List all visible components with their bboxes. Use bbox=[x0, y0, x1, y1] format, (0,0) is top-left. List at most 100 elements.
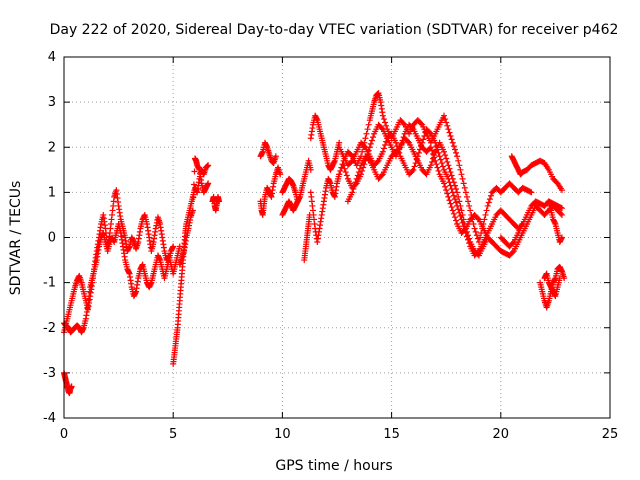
data-point bbox=[455, 193, 462, 200]
data-point bbox=[459, 175, 466, 182]
data-point bbox=[454, 153, 461, 160]
data-point bbox=[446, 197, 453, 204]
data-point bbox=[432, 157, 439, 164]
data-point bbox=[455, 206, 462, 213]
data-point bbox=[450, 143, 457, 150]
data-point bbox=[360, 164, 367, 171]
data-point bbox=[558, 205, 565, 212]
data-point bbox=[382, 119, 389, 126]
data-point bbox=[444, 158, 451, 165]
data-point bbox=[363, 130, 370, 137]
data-point bbox=[447, 169, 454, 176]
data-point bbox=[337, 167, 344, 174]
data-point bbox=[358, 171, 365, 178]
plot-frame bbox=[63, 56, 611, 419]
data-point bbox=[448, 136, 455, 143]
data-point bbox=[380, 145, 387, 152]
data-point bbox=[463, 193, 470, 200]
data-point bbox=[429, 147, 436, 154]
data-point bbox=[470, 220, 477, 227]
data-point bbox=[348, 152, 355, 159]
data-point bbox=[557, 210, 564, 217]
y-tick-label: 1 bbox=[48, 185, 56, 200]
data-point bbox=[466, 235, 473, 242]
data-points bbox=[61, 90, 568, 397]
data-point bbox=[449, 207, 456, 214]
data-point bbox=[451, 214, 458, 221]
data-point bbox=[383, 122, 390, 129]
data-point bbox=[451, 146, 458, 153]
data-point bbox=[485, 199, 492, 206]
data-point bbox=[205, 180, 212, 187]
data-point bbox=[426, 129, 433, 136]
data-point bbox=[451, 182, 458, 189]
data-point bbox=[460, 180, 467, 187]
data-point bbox=[460, 216, 467, 223]
data-point bbox=[430, 151, 437, 158]
data-point bbox=[205, 162, 212, 169]
data-point bbox=[482, 211, 489, 218]
data-point bbox=[216, 198, 223, 205]
data-point bbox=[443, 187, 450, 194]
data-point bbox=[466, 202, 473, 209]
data-point bbox=[454, 189, 461, 196]
data-point bbox=[558, 234, 565, 241]
data-point bbox=[436, 153, 443, 160]
data-point bbox=[438, 160, 445, 167]
data-point bbox=[361, 161, 368, 168]
data-point bbox=[365, 121, 372, 128]
data-point bbox=[307, 166, 314, 173]
data-point bbox=[379, 148, 386, 155]
data-point bbox=[361, 143, 368, 150]
data-point bbox=[352, 181, 359, 188]
data-point bbox=[397, 144, 404, 151]
data-point bbox=[410, 166, 417, 173]
data-point bbox=[341, 165, 348, 172]
data-point bbox=[427, 162, 434, 169]
data-point bbox=[446, 165, 453, 172]
data-point bbox=[447, 132, 454, 139]
data-point bbox=[509, 240, 516, 247]
data-point bbox=[472, 228, 479, 235]
data-point bbox=[368, 137, 375, 144]
x-tick-label: 15 bbox=[383, 427, 400, 442]
data-point bbox=[483, 207, 490, 214]
data-point bbox=[449, 139, 456, 146]
data-point bbox=[459, 211, 466, 218]
x-tick-label: 5 bbox=[169, 427, 177, 442]
data-point bbox=[453, 217, 460, 224]
data-point bbox=[411, 163, 418, 170]
data-point bbox=[457, 202, 464, 209]
data-point bbox=[399, 137, 406, 144]
data-point bbox=[448, 172, 455, 179]
data-point bbox=[191, 168, 198, 175]
data-point bbox=[451, 196, 458, 203]
data-point bbox=[446, 129, 453, 136]
data-point bbox=[364, 151, 371, 158]
data-point bbox=[343, 172, 350, 179]
data-point bbox=[558, 187, 565, 194]
data-point bbox=[471, 225, 478, 232]
data-point bbox=[453, 199, 460, 206]
data-point bbox=[378, 172, 385, 179]
data-point bbox=[429, 158, 436, 165]
data-point bbox=[465, 232, 472, 239]
data-point bbox=[366, 144, 373, 151]
data-point bbox=[362, 157, 369, 164]
data-point bbox=[458, 207, 465, 214]
data-point bbox=[556, 275, 563, 282]
data-point bbox=[558, 211, 565, 218]
data-point bbox=[380, 116, 387, 123]
data-point bbox=[455, 157, 462, 164]
data-point bbox=[445, 193, 452, 200]
data-point bbox=[359, 167, 366, 174]
data-point bbox=[441, 180, 448, 187]
data-point bbox=[294, 198, 301, 205]
data-point bbox=[528, 189, 535, 196]
data-point bbox=[444, 122, 451, 129]
data-point bbox=[382, 141, 389, 148]
data-point bbox=[374, 158, 381, 165]
chart-title: Day 222 of 2020, Sidereal Day-to-day VTE… bbox=[50, 22, 619, 38]
data-point bbox=[445, 162, 452, 169]
